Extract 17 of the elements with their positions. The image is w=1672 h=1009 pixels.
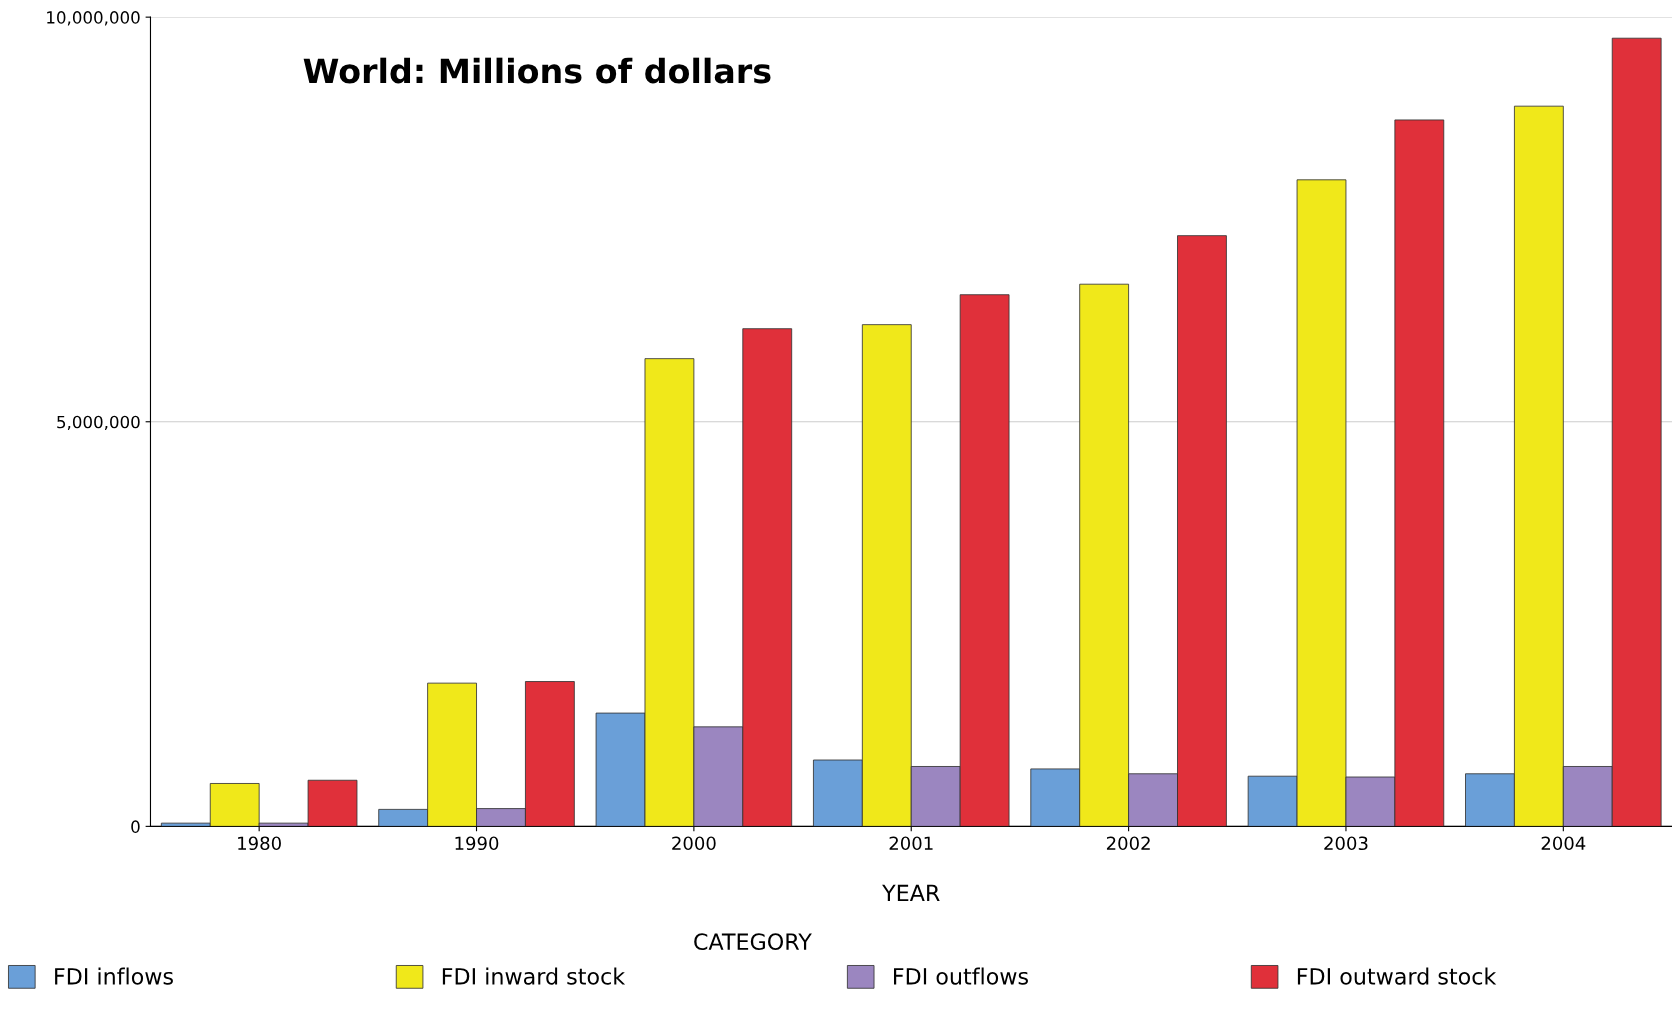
legend-label: FDI inward stock <box>442 967 626 985</box>
y-tick-label: 10,000,000 <box>47 11 140 26</box>
x-tick-label: 2000 <box>672 836 716 851</box>
y-tick-label: 5,000,000 <box>57 415 140 431</box>
legend-label: FDI outward stock <box>1297 967 1497 985</box>
x-tick-label: 1990 <box>455 836 499 851</box>
text: World: Millions of dollars <box>303 57 771 84</box>
x-axis-title: YEAR <box>882 884 940 902</box>
x-tick-label: 2001 <box>889 836 933 851</box>
y-tick-label: 0 <box>131 820 140 833</box>
legend-label: FDI inflows <box>55 967 173 985</box>
x-tick-label: 2003 <box>1324 836 1368 851</box>
legend-label: FDI outflows <box>894 967 1028 985</box>
x-tick-label: 2004 <box>1541 836 1586 851</box>
x-tick-label: 1980 <box>238 836 281 851</box>
legend-title: CATEGORY <box>694 933 812 951</box>
x-tick-label: 2002 <box>1106 836 1150 851</box>
